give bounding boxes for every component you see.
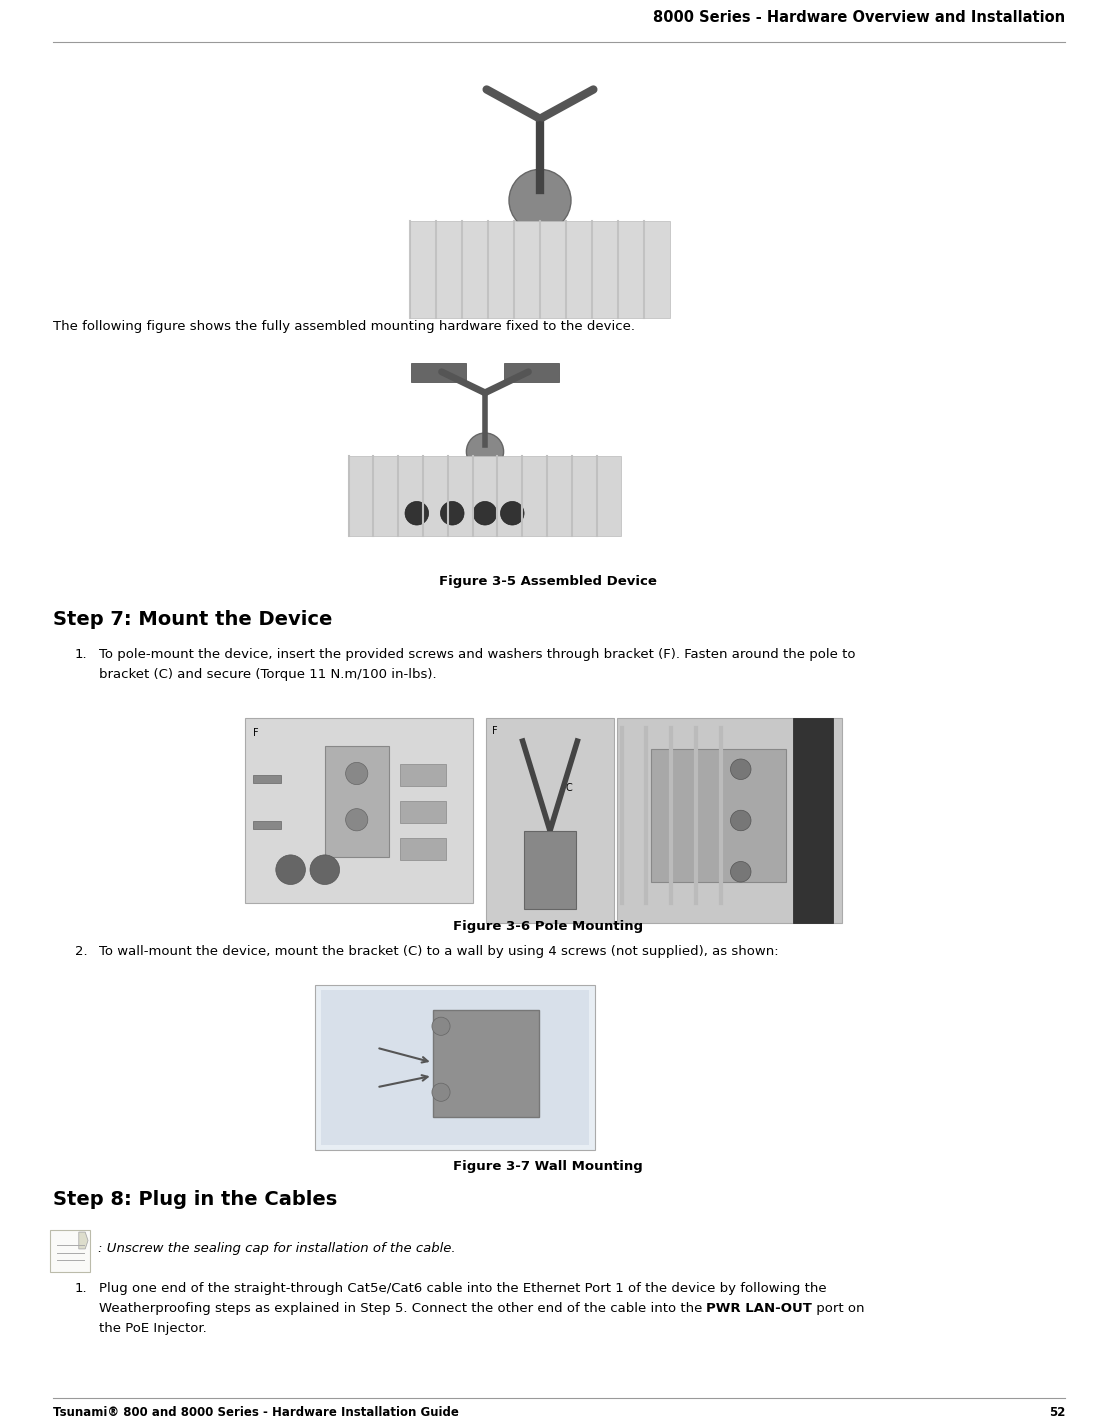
Text: port on: port on bbox=[812, 1302, 865, 1315]
Text: Step 7: Mount the Device: Step 7: Mount the Device bbox=[53, 610, 332, 629]
Text: Step 8: Plug in the Cables: Step 8: Plug in the Cables bbox=[53, 1191, 336, 1209]
Text: To pole-mount the device, insert the provided screws and washers through bracket: To pole-mount the device, insert the pro… bbox=[99, 647, 855, 662]
Text: Figure 3-5 Assembled Device: Figure 3-5 Assembled Device bbox=[439, 575, 657, 588]
Text: F: F bbox=[253, 729, 259, 739]
Text: 52: 52 bbox=[1049, 1406, 1065, 1419]
Bar bbox=[410, 221, 670, 318]
Bar bbox=[246, 719, 473, 903]
Bar bbox=[433, 1010, 539, 1117]
Text: Plug one end of the straight-through Cat5e/Cat6 cable into the Ethernet Port 1 o: Plug one end of the straight-through Cat… bbox=[99, 1282, 826, 1295]
Text: C: C bbox=[566, 783, 572, 793]
Bar bbox=[486, 719, 614, 923]
Circle shape bbox=[467, 434, 503, 471]
Bar bbox=[400, 838, 446, 860]
Text: 2.: 2. bbox=[75, 945, 88, 958]
Bar bbox=[330, 355, 640, 565]
Bar bbox=[400, 801, 446, 823]
Text: Figure 3-6 Pole Mounting: Figure 3-6 Pole Mounting bbox=[453, 920, 643, 933]
Circle shape bbox=[432, 1017, 450, 1035]
Bar bbox=[651, 749, 786, 883]
Text: 8000 Series - Hardware Overview and Installation: 8000 Series - Hardware Overview and Inst… bbox=[653, 10, 1065, 26]
Circle shape bbox=[345, 809, 368, 831]
Text: bracket (C) and secure (Torque 11 N.m/100 in-lbs).: bracket (C) and secure (Torque 11 N.m/10… bbox=[99, 667, 436, 682]
Bar bbox=[524, 831, 575, 908]
Text: : Unscrew the sealing cap for installation of the cable.: : Unscrew the sealing cap for installati… bbox=[98, 1242, 456, 1255]
Circle shape bbox=[731, 759, 751, 780]
Circle shape bbox=[731, 861, 751, 883]
Bar bbox=[503, 364, 559, 382]
Text: To wall-mount the device, mount the bracket (C) to a wall by using 4 screws (not: To wall-mount the device, mount the brac… bbox=[99, 945, 778, 958]
Circle shape bbox=[473, 502, 496, 525]
Circle shape bbox=[731, 810, 751, 831]
Circle shape bbox=[441, 502, 464, 525]
Bar bbox=[349, 456, 621, 536]
Bar bbox=[792, 719, 833, 923]
Circle shape bbox=[406, 502, 429, 525]
Bar bbox=[400, 764, 446, 787]
Bar bbox=[315, 985, 595, 1149]
Bar bbox=[324, 746, 389, 857]
Text: Tsunami® 800 and 8000 Series - Hardware Installation Guide: Tsunami® 800 and 8000 Series - Hardware … bbox=[53, 1406, 458, 1419]
Text: PWR LAN-OUT: PWR LAN-OUT bbox=[706, 1302, 812, 1315]
Text: 1.: 1. bbox=[75, 647, 88, 662]
Circle shape bbox=[432, 1084, 450, 1101]
Circle shape bbox=[345, 763, 368, 784]
Bar bbox=[321, 990, 590, 1145]
Circle shape bbox=[276, 856, 306, 884]
Polygon shape bbox=[79, 1232, 88, 1249]
Bar bbox=[50, 1231, 90, 1272]
Bar bbox=[411, 364, 467, 382]
Circle shape bbox=[310, 856, 340, 884]
Bar bbox=[253, 821, 281, 829]
Bar bbox=[617, 719, 842, 923]
Bar bbox=[385, 56, 695, 309]
Text: Figure 3-7 Wall Mounting: Figure 3-7 Wall Mounting bbox=[453, 1159, 643, 1174]
Text: F: F bbox=[492, 726, 498, 736]
Circle shape bbox=[509, 170, 571, 231]
Text: The following figure shows the fully assembled mounting hardware fixed to the de: The following figure shows the fully ass… bbox=[53, 319, 635, 334]
Text: 1.: 1. bbox=[75, 1282, 88, 1295]
Text: the PoE Injector.: the PoE Injector. bbox=[99, 1322, 206, 1335]
Circle shape bbox=[501, 502, 524, 525]
Text: Weatherproofing steps as explained in Step 5. Connect the other end of the cable: Weatherproofing steps as explained in St… bbox=[99, 1302, 706, 1315]
Bar bbox=[253, 774, 281, 783]
